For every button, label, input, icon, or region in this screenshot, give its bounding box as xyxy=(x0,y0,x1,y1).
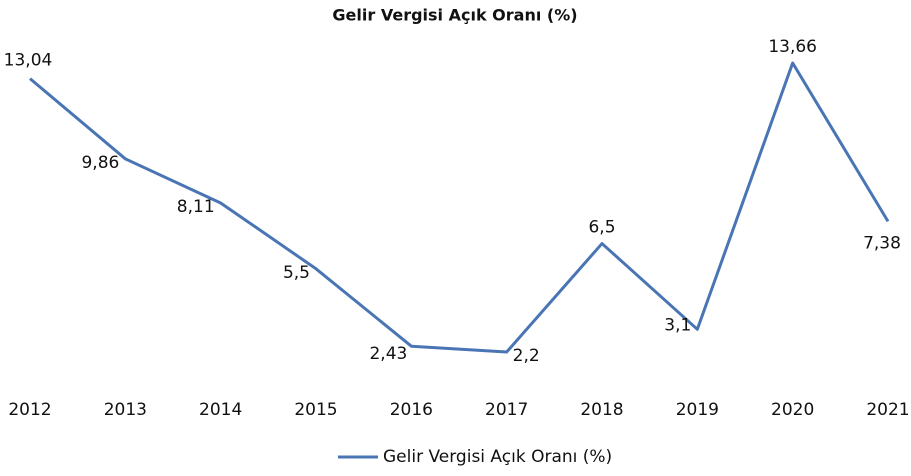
x-tick-label: 2017 xyxy=(485,400,528,420)
data-label: 8,11 xyxy=(177,197,215,217)
legend-label: Gelir Vergisi Açık Oranı (%) xyxy=(383,447,612,467)
data-label: 3,1 xyxy=(664,315,691,335)
x-tick-label: 2013 xyxy=(104,400,147,420)
x-tick-label: 2016 xyxy=(390,400,433,420)
x-tick-label: 2018 xyxy=(580,400,623,420)
x-tick-label: 2015 xyxy=(294,400,337,420)
x-tick-label: 2012 xyxy=(8,400,51,420)
line xyxy=(29,61,890,354)
data-label: 5,5 xyxy=(283,263,310,283)
data-label: 9,86 xyxy=(81,153,119,173)
data-label: 13,66 xyxy=(768,37,817,57)
x-tick-label: 2020 xyxy=(771,400,814,420)
data-label: 7,38 xyxy=(863,233,901,253)
data-label: 6,5 xyxy=(588,218,615,238)
x-tick-label: 2014 xyxy=(199,400,242,420)
data-label: 13,04 xyxy=(4,51,53,71)
data-label: 2,43 xyxy=(369,344,407,364)
x-tick-label: 2019 xyxy=(676,400,719,420)
x-tick-label: 2021 xyxy=(866,400,909,420)
chart-title: Gelir Vergisi Açık Oranı (%) xyxy=(332,6,577,25)
data-label: 2,2 xyxy=(513,346,540,366)
